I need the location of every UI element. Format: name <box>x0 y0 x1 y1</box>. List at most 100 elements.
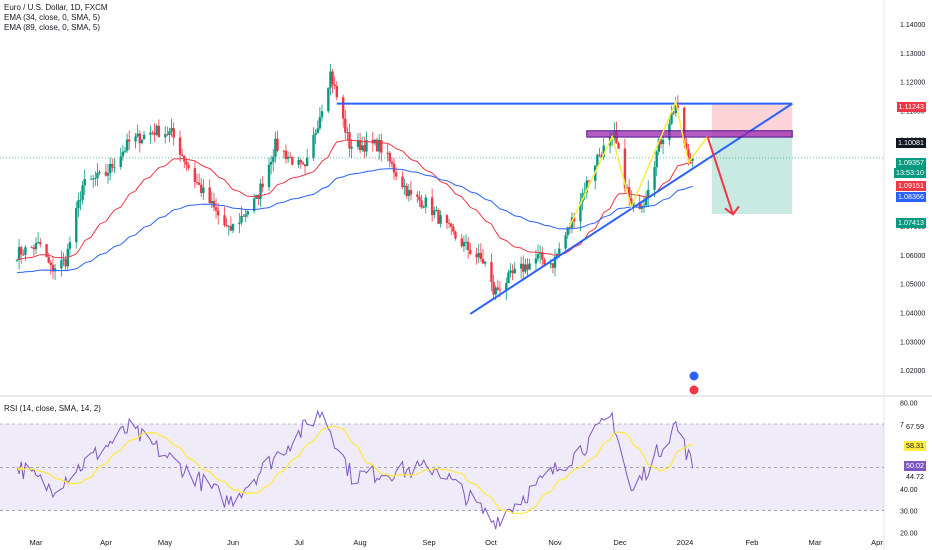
candle-body <box>193 168 197 182</box>
candle-body <box>314 133 317 136</box>
candle-body <box>341 97 345 119</box>
candle-body <box>685 143 688 150</box>
candle-body <box>566 227 569 236</box>
event-icon <box>688 384 700 396</box>
x-tick-label: Jul <box>294 538 304 547</box>
candle-body <box>134 136 137 142</box>
candle-body <box>301 162 305 165</box>
candle-body <box>96 172 99 179</box>
candle-body <box>403 185 406 188</box>
candle-body <box>142 134 146 140</box>
countdown-tag: 13:53:10 <box>894 168 926 178</box>
candle-body <box>68 242 72 249</box>
candle-body <box>405 185 408 196</box>
candle-body <box>170 128 173 132</box>
candle-body <box>39 242 42 245</box>
rsi-band-fill <box>0 424 884 511</box>
symbol-title[interactable]: Euro / U.S. Dollar, 1D, FXCM <box>4 3 108 12</box>
candle-body <box>225 225 228 227</box>
candle-body <box>22 254 25 256</box>
candle-body <box>422 207 425 208</box>
candle-body <box>479 252 483 259</box>
candle-body <box>257 195 260 199</box>
candle-body <box>418 196 421 201</box>
candle-body <box>380 139 383 153</box>
x-tick-label: Apr <box>871 538 883 547</box>
candle-body <box>60 260 63 269</box>
candle-body <box>541 252 544 260</box>
candle-body <box>157 125 161 138</box>
candle-body <box>670 112 673 124</box>
take-profit-zone <box>711 137 793 215</box>
candle-body <box>433 210 436 216</box>
ema34-legend[interactable]: EMA (34, close, 0, SMA, 5) <box>4 13 101 22</box>
candle-body <box>200 184 203 193</box>
candle-body <box>238 222 241 225</box>
candle-body <box>297 160 300 165</box>
candle-body <box>166 134 169 136</box>
candle-body <box>149 132 152 135</box>
candle-body <box>507 272 510 284</box>
candle-body <box>119 156 122 167</box>
candle-body <box>138 133 142 144</box>
candle-body <box>642 205 646 207</box>
rsi-tick-label: 30.00 <box>900 509 918 516</box>
candle-body <box>320 111 324 118</box>
candle-body <box>361 145 364 151</box>
candle-body <box>596 154 599 166</box>
candle-body <box>536 254 540 259</box>
candle-body <box>655 151 658 168</box>
candle-body <box>452 226 455 232</box>
y-tick-label: 1.04000 <box>900 311 925 318</box>
candle-body <box>549 263 552 265</box>
x-tick-label: Apr <box>100 538 112 547</box>
candle-body <box>83 179 86 186</box>
candle-body <box>312 135 315 158</box>
rsi-tick-label: 40.00 <box>900 487 918 494</box>
candle-body <box>687 149 690 158</box>
x-tick-label: Jun <box>227 538 239 547</box>
candle-body <box>168 131 171 135</box>
candle-body <box>350 146 353 149</box>
candle-body <box>223 215 226 226</box>
candle-body <box>208 187 211 204</box>
candle-body <box>227 226 230 227</box>
x-tick-label: Sep <box>422 538 435 547</box>
ema89-legend[interactable]: EMA (89, close, 0, SMA, 5) <box>4 23 101 32</box>
y-tick-label: 1.03000 <box>900 339 925 346</box>
candle-body <box>19 247 23 255</box>
candle-body <box>564 235 567 249</box>
candle-body <box>481 258 485 264</box>
candle-body <box>466 241 470 250</box>
candle-body <box>155 125 158 135</box>
y-tick-label: 1.02000 <box>900 368 925 375</box>
candle-body <box>617 143 620 149</box>
projection-arrow-line <box>706 136 734 215</box>
price-pane-bg <box>0 0 884 396</box>
candle-body <box>282 150 286 152</box>
candle-body <box>543 259 546 265</box>
candle-body <box>15 259 19 261</box>
candle-body <box>187 164 190 169</box>
candle-body <box>534 258 538 264</box>
candle-body <box>462 241 466 247</box>
candle-body <box>676 105 680 108</box>
candle-body <box>579 201 582 222</box>
candle-body <box>172 128 175 138</box>
candle-body <box>498 289 502 291</box>
candle-body <box>185 161 188 165</box>
candle-body <box>437 210 440 224</box>
candle-body <box>416 194 419 197</box>
candle-body <box>318 117 322 129</box>
candle-body <box>363 145 366 152</box>
candle-body <box>178 137 182 155</box>
rsi-legend[interactable]: RSI (14, close, SMA, 14, 2) <box>4 404 101 413</box>
candle-body <box>242 215 245 217</box>
candle-body <box>598 154 601 156</box>
candle-body <box>344 118 347 133</box>
candle-body <box>216 210 220 216</box>
ema34-line <box>16 139 693 261</box>
candle-body <box>305 157 309 167</box>
